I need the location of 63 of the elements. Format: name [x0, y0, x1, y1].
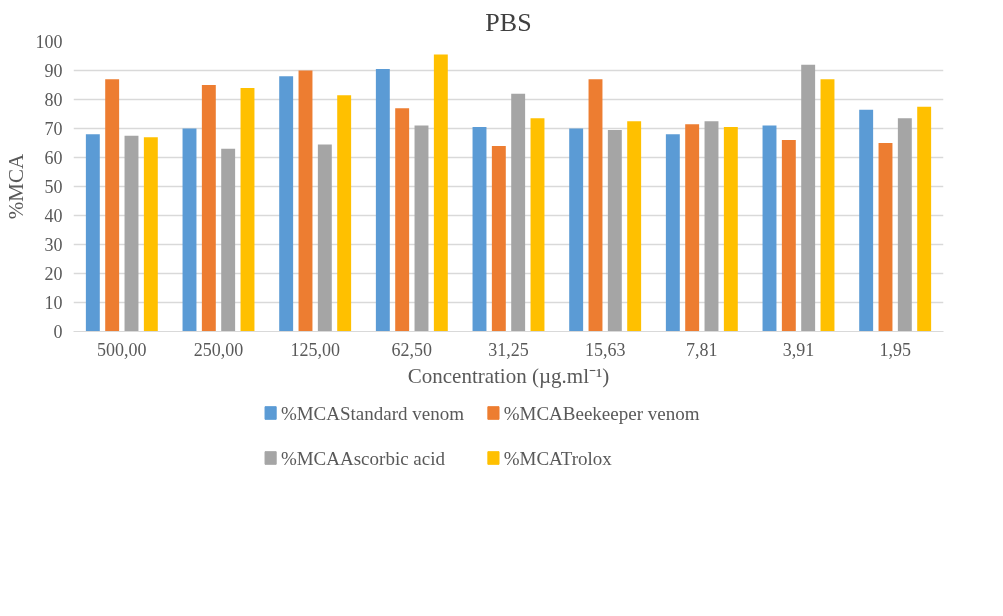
y-tick-label: 20	[44, 264, 63, 284]
x-tick-label: 250,00	[193, 339, 244, 360]
x-tick-label: 1,95	[879, 339, 911, 360]
bar	[530, 118, 545, 332]
x-axis-title: Concentration (µg.ml⁻¹)	[407, 363, 610, 388]
bar	[801, 64, 816, 332]
bar	[511, 93, 526, 332]
x-tick-label: 500,00	[97, 339, 147, 360]
bar	[627, 121, 642, 332]
legend-label: %MCABeekeeper venom	[503, 402, 700, 424]
legend-label: %MCAStandard venom	[280, 402, 465, 424]
bar	[665, 134, 680, 332]
bar	[105, 79, 120, 332]
x-tick-label: 62,50	[391, 339, 433, 360]
bar	[762, 125, 777, 332]
bar	[143, 137, 158, 332]
bar	[298, 70, 313, 332]
y-tick-label: 50	[44, 177, 63, 197]
x-tick-label: 3,91	[782, 339, 815, 360]
y-tick-label: 90	[44, 61, 63, 81]
y-tick-label: 30	[44, 235, 63, 255]
y-tick-label: 0	[53, 322, 63, 342]
legend-label: %MCAAscorbic acid	[280, 447, 446, 469]
bar	[395, 108, 410, 332]
bar	[337, 95, 352, 332]
y-tick-label: 70	[44, 119, 63, 139]
x-tick-label: 15,63	[584, 339, 626, 360]
bar	[221, 148, 236, 332]
bar	[917, 106, 932, 332]
bar	[781, 140, 796, 332]
y-tick-label: 10	[44, 293, 63, 313]
bar	[279, 76, 294, 332]
bar	[820, 79, 835, 332]
bar	[375, 69, 390, 332]
bar	[723, 127, 738, 332]
bar	[685, 124, 700, 332]
bar	[414, 125, 429, 332]
y-axis-title: %MCA	[3, 153, 28, 220]
y-tick-label: 100	[35, 32, 63, 52]
chart-title: PBS	[485, 7, 532, 37]
bar	[588, 79, 603, 332]
bar	[240, 87, 255, 332]
bar	[433, 54, 448, 332]
legend-label: %MCATrolox	[503, 447, 613, 469]
bar	[85, 134, 100, 332]
x-tick-label: 7,81	[686, 339, 718, 360]
bar	[491, 145, 506, 332]
bar	[472, 127, 487, 332]
bar	[182, 128, 197, 332]
bar	[317, 144, 332, 332]
y-tick-label: 40	[44, 206, 63, 226]
bar	[897, 118, 912, 332]
x-tick-label: 31,25	[488, 339, 529, 360]
x-tick-label: 125,00	[290, 339, 340, 360]
bar	[124, 135, 139, 332]
bar	[569, 128, 584, 332]
bar	[201, 85, 216, 332]
bar	[878, 143, 893, 332]
bar	[607, 129, 622, 332]
bar	[704, 121, 719, 332]
bar	[859, 109, 874, 332]
y-tick-label: 80	[44, 90, 63, 110]
y-tick-label: 60	[44, 148, 63, 168]
